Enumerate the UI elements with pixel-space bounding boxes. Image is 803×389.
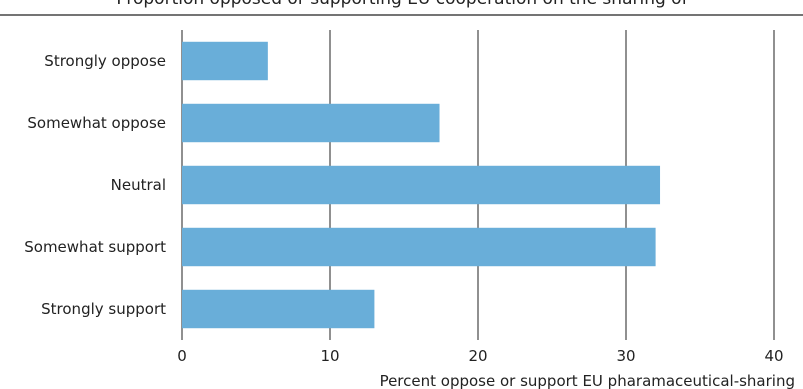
x-tick-label: 40 <box>764 347 783 365</box>
category-label: Somewhat support <box>24 238 166 256</box>
chart-title: Proportion opposed or supporting EU coop… <box>116 0 688 9</box>
x-tick-label: 10 <box>320 347 339 365</box>
x-tick-label: 20 <box>468 347 487 365</box>
bar <box>182 289 375 329</box>
tick-label-layer: 0 10 20 30 40 <box>177 347 783 365</box>
category-label: Strongly oppose <box>44 52 166 70</box>
category-label: Strongly support <box>41 300 166 318</box>
bar <box>182 165 661 205</box>
bar <box>182 227 656 267</box>
category-label: Somewhat oppose <box>27 114 166 132</box>
x-axis-title: Percent oppose or support EU pharamaceut… <box>380 372 795 389</box>
bar <box>182 103 440 143</box>
x-tick-label: 30 <box>616 347 635 365</box>
x-tick-label: 0 <box>177 347 187 365</box>
category-label-layer: Strongly oppose Somewhat oppose Neutral Som… <box>24 52 166 318</box>
category-label: Neutral <box>111 176 166 194</box>
bar-layer <box>182 41 661 329</box>
bar <box>182 41 268 81</box>
